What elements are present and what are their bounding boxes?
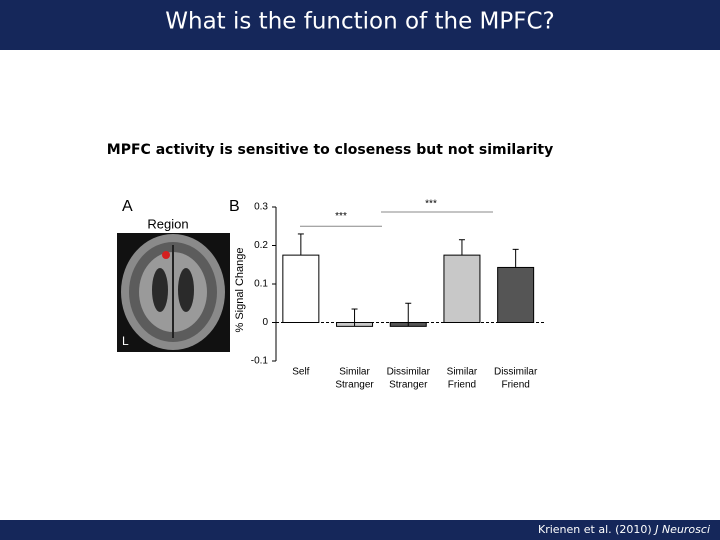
x-tick-label: Friend: [448, 380, 476, 391]
panel-label: A: [122, 198, 133, 215]
citation-journal: J Neurosci: [653, 523, 710, 536]
title-bar: [0, 0, 720, 50]
bar: [282, 254, 320, 323]
panel-label: B: [229, 198, 240, 215]
x-tick-label: Similar: [339, 367, 370, 378]
x-tick-label: Similar: [447, 367, 478, 378]
significance-label: ***: [335, 211, 347, 222]
citation-authors: Krienen et al. (2010): [538, 523, 652, 536]
panel-title: Region: [147, 216, 188, 231]
y-tick-label: 0: [262, 317, 268, 328]
footer-bar: [0, 520, 720, 540]
bar: [497, 266, 535, 324]
y-tick-label: 0.2: [254, 240, 268, 251]
x-tick-label: Dissimilar: [387, 367, 431, 378]
x-tick-label: Stranger: [389, 380, 428, 391]
citation: Krienen et al. (2010) J Neurosci: [538, 523, 710, 536]
x-tick-label: Friend: [501, 380, 529, 391]
y-tick-label: 0.3: [254, 202, 268, 213]
x-tick-label: Self: [292, 367, 309, 378]
y-axis-label: % Signal Change: [234, 247, 246, 332]
y-tick-label: -0.1: [251, 356, 269, 367]
x-tick-label: Dissimilar: [494, 367, 538, 378]
significance-label: ***: [425, 199, 437, 210]
x-tick-label: Stranger: [335, 380, 374, 391]
slide-subtitle: MPFC activity is sensitive to closeness …: [107, 142, 553, 158]
bar: [443, 254, 481, 323]
slide-title: What is the function of the MPFC?: [165, 9, 555, 35]
side-label: L: [122, 334, 129, 348]
y-tick-label: 0.1: [254, 279, 268, 290]
brain-image: [117, 233, 230, 352]
